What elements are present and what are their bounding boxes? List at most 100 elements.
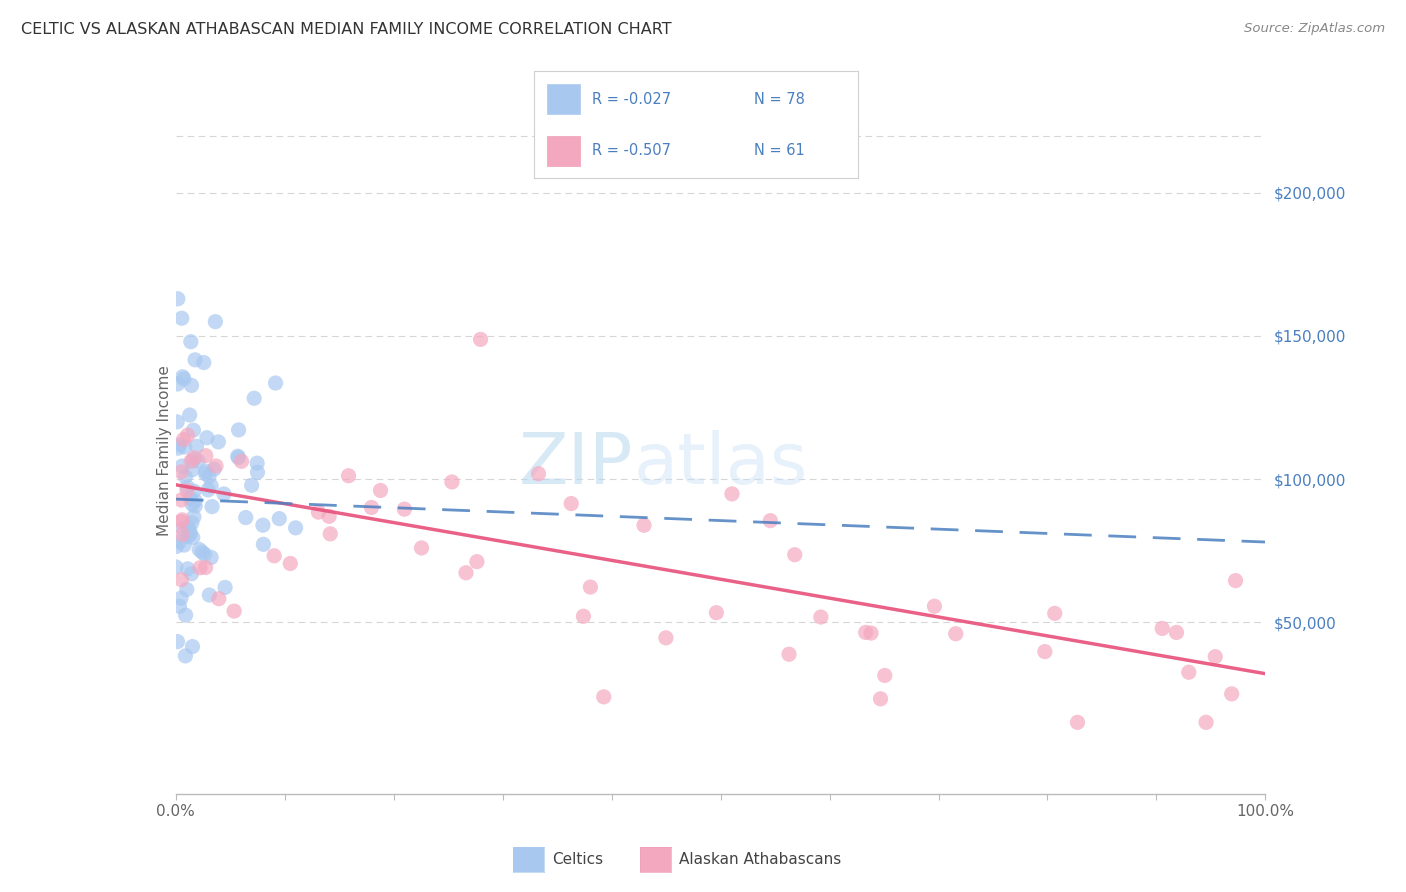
Point	[170, 591, 193, 606]
Point	[188, 561, 211, 575]
Text: R = -0.507: R = -0.507	[592, 143, 672, 158]
Point	[169, 438, 191, 452]
Point	[527, 467, 550, 481]
Point	[572, 609, 595, 624]
Point	[184, 493, 207, 508]
Text: N = 61: N = 61	[754, 143, 804, 158]
Point	[170, 515, 193, 529]
Point	[231, 454, 253, 468]
Point	[212, 487, 235, 501]
Point	[228, 423, 250, 437]
Point	[198, 588, 221, 602]
Point	[235, 510, 257, 524]
Point	[860, 626, 883, 640]
Point	[176, 582, 198, 597]
Text: CELTIC VS ALASKAN ATHABASCAN MEDIAN FAMILY INCOME CORRELATION CHART: CELTIC VS ALASKAN ATHABASCAN MEDIAN FAMI…	[21, 22, 672, 37]
Point	[307, 505, 329, 519]
Point	[246, 456, 269, 470]
Point	[195, 431, 218, 445]
Point	[193, 355, 215, 369]
Point	[194, 464, 217, 478]
Point	[184, 499, 207, 513]
Point	[318, 509, 340, 524]
Point	[181, 640, 204, 654]
Point	[172, 369, 194, 384]
Point	[1195, 715, 1218, 730]
Point	[179, 524, 201, 538]
Point	[655, 631, 678, 645]
Point	[224, 604, 246, 618]
Point	[240, 478, 263, 492]
Point	[579, 580, 602, 594]
Point	[165, 540, 187, 554]
Point	[180, 454, 202, 468]
Point	[188, 542, 211, 557]
Point	[1166, 625, 1188, 640]
Point	[200, 550, 222, 565]
Point	[252, 518, 274, 533]
Point	[172, 521, 194, 535]
Point	[169, 599, 191, 614]
Point	[873, 668, 896, 682]
Point	[172, 513, 194, 527]
Point	[180, 516, 202, 530]
Point	[194, 449, 217, 463]
Point	[180, 378, 202, 392]
Point	[440, 475, 463, 489]
Point	[945, 626, 967, 640]
Point	[179, 527, 201, 541]
Text: ZIP: ZIP	[519, 430, 633, 499]
Point	[169, 534, 191, 549]
Point	[183, 450, 205, 465]
Point	[855, 625, 877, 640]
Point	[173, 538, 195, 552]
Point	[170, 465, 193, 479]
Point	[319, 526, 342, 541]
Point	[207, 434, 229, 449]
Point	[592, 690, 614, 704]
Point	[166, 292, 188, 306]
Point	[1225, 574, 1247, 588]
Point	[165, 560, 187, 574]
Point	[1152, 622, 1174, 636]
Point	[174, 608, 197, 623]
Point	[180, 334, 202, 349]
Point	[778, 647, 800, 661]
Text: atlas: atlas	[633, 430, 808, 499]
Point	[181, 497, 204, 511]
Point	[252, 537, 274, 551]
Point	[167, 441, 190, 455]
Point	[173, 433, 195, 447]
Point	[411, 541, 433, 555]
Point	[177, 520, 200, 534]
Point	[205, 458, 228, 473]
Point	[170, 493, 193, 508]
Point	[278, 557, 301, 571]
Text: Alaskan Athabascans: Alaskan Athabascans	[679, 853, 841, 867]
Point	[194, 560, 217, 574]
Point	[181, 453, 204, 467]
Point	[1043, 607, 1066, 621]
Point	[176, 483, 198, 498]
Point	[394, 502, 416, 516]
Point	[201, 500, 224, 514]
Point	[633, 518, 655, 533]
Point	[360, 500, 382, 515]
Point	[246, 466, 269, 480]
Point	[226, 449, 249, 463]
Point	[179, 408, 201, 422]
Point	[284, 521, 307, 535]
Point	[454, 566, 477, 580]
Point	[1204, 649, 1226, 664]
Point	[183, 509, 205, 524]
Point	[706, 606, 728, 620]
Point	[465, 555, 488, 569]
Text: R = -0.027: R = -0.027	[592, 92, 672, 107]
Point	[184, 352, 207, 367]
Point	[269, 511, 291, 525]
Point	[166, 634, 188, 648]
Point	[170, 573, 193, 587]
Point	[176, 562, 198, 576]
Point	[173, 440, 195, 454]
Point	[243, 392, 266, 406]
